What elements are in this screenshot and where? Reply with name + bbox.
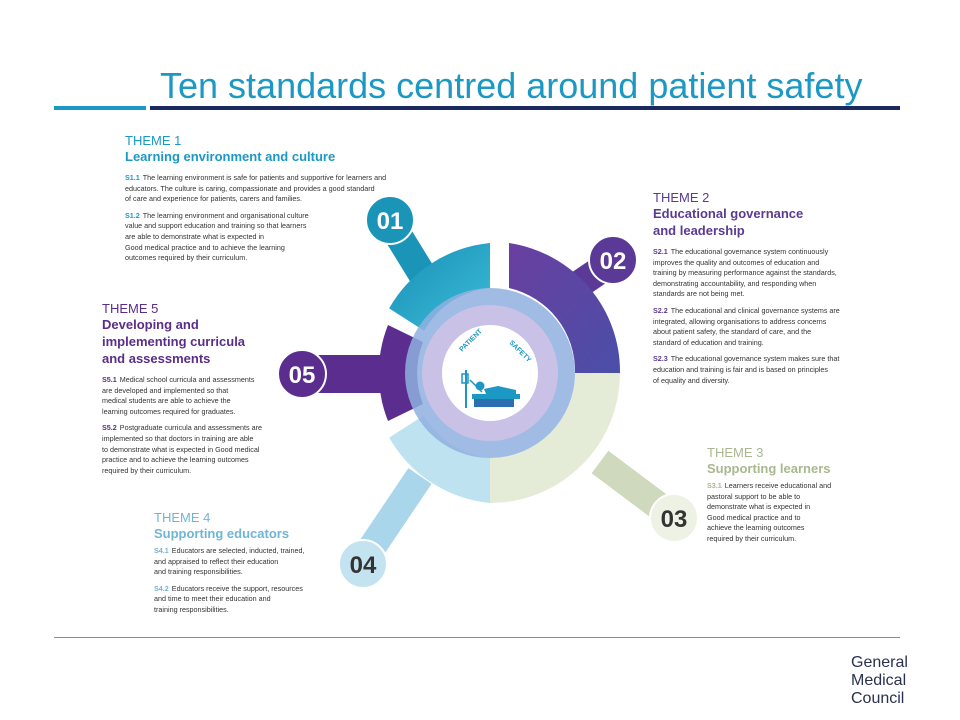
footer-rule [54, 637, 900, 638]
ring-segment-theme-4 [389, 415, 490, 503]
title-rule-accent [54, 106, 146, 110]
svg-text:01: 01 [377, 208, 404, 235]
theme-5-label: THEME 5 [102, 301, 159, 316]
svg-text:05: 05 [289, 362, 316, 389]
title-rule [150, 106, 900, 110]
theme-1-name: Learning environment and culture [125, 149, 336, 164]
theme-5-block: THEME 5 Developing and implementing curr… [102, 301, 282, 482]
standard-s2-1: S2.1 The educational governance system co… [653, 247, 837, 299]
standard-s2-2: S2.2 The educational and clinical governa… [653, 305, 840, 347]
ring-segment-theme-1 [389, 243, 490, 331]
patient-in-bed-icon [461, 370, 520, 408]
theme-4-label: THEME 4 [154, 510, 211, 525]
theme-3-name: Supporting learners [707, 461, 831, 476]
page-title: Ten standards centred around patient saf… [160, 65, 863, 106]
theme-2-name: Educational governance and leadership [653, 206, 804, 238]
standard-s3-1: S3.1 Learners receive educational and pas… [707, 481, 832, 543]
theme-3-block: THEME 3 Supporting learners S3.1 Learners… [707, 445, 867, 551]
badge-theme-4: 04 [338, 539, 388, 589]
badge-theme-1: 01 [365, 195, 415, 245]
theme-5-name: Developing and implementing curricula an… [102, 317, 246, 366]
theme-1-block: THEME 1 Learning environment and culture… [125, 133, 405, 270]
theme-4-name: Supporting educators [154, 526, 290, 541]
svg-text:02: 02 [600, 248, 627, 275]
standard-s2-3: S2.3 The educational governance system ma… [653, 354, 840, 385]
standard-s1-1: S1.1 The learning environment is safe for… [125, 173, 387, 204]
ring-segment-theme-3 [490, 373, 620, 503]
badge-theme-5: 05 [277, 349, 327, 399]
standard-s5-2: S5.2 Postgraduate curricula and assessmen… [102, 423, 263, 475]
gmc-logo: General Medical Council [851, 654, 908, 707]
standard-s4-2: S4.2 Educators receive the support, resou… [154, 583, 303, 614]
ring-segment-theme-2 [509, 243, 621, 373]
theme-3-label: THEME 3 [707, 445, 764, 460]
svg-text:03: 03 [661, 506, 688, 533]
theme-2-label: THEME 2 [653, 190, 710, 205]
standard-s1-2: S1.2 The learning environment and organis… [125, 210, 309, 263]
standard-s5-1: S5.1 Medical school curricula and assessm… [102, 375, 255, 416]
theme-4-block: THEME 4 Supporting educators S4.1 Educato… [154, 510, 324, 622]
badge-theme-2: 02 [588, 235, 638, 285]
theme-1-label: THEME 1 [125, 133, 182, 148]
svg-text:04: 04 [350, 552, 377, 579]
badge-theme-3: 03 [649, 493, 699, 543]
theme-2-block: THEME 2 Educational governance and leade… [653, 190, 878, 392]
standard-s4-1: S4.1 Educators are selected, inducted, tr… [154, 546, 305, 577]
